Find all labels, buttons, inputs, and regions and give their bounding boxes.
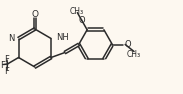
Text: CH₃: CH₃ xyxy=(127,50,141,59)
Text: CH₃: CH₃ xyxy=(69,7,83,16)
Text: O: O xyxy=(31,10,38,19)
Text: F: F xyxy=(0,61,5,69)
Text: N: N xyxy=(8,34,15,43)
Text: NH: NH xyxy=(57,33,69,42)
Text: O: O xyxy=(78,16,85,25)
Text: F: F xyxy=(5,66,9,75)
Text: O: O xyxy=(124,40,131,49)
Text: F: F xyxy=(5,55,9,64)
